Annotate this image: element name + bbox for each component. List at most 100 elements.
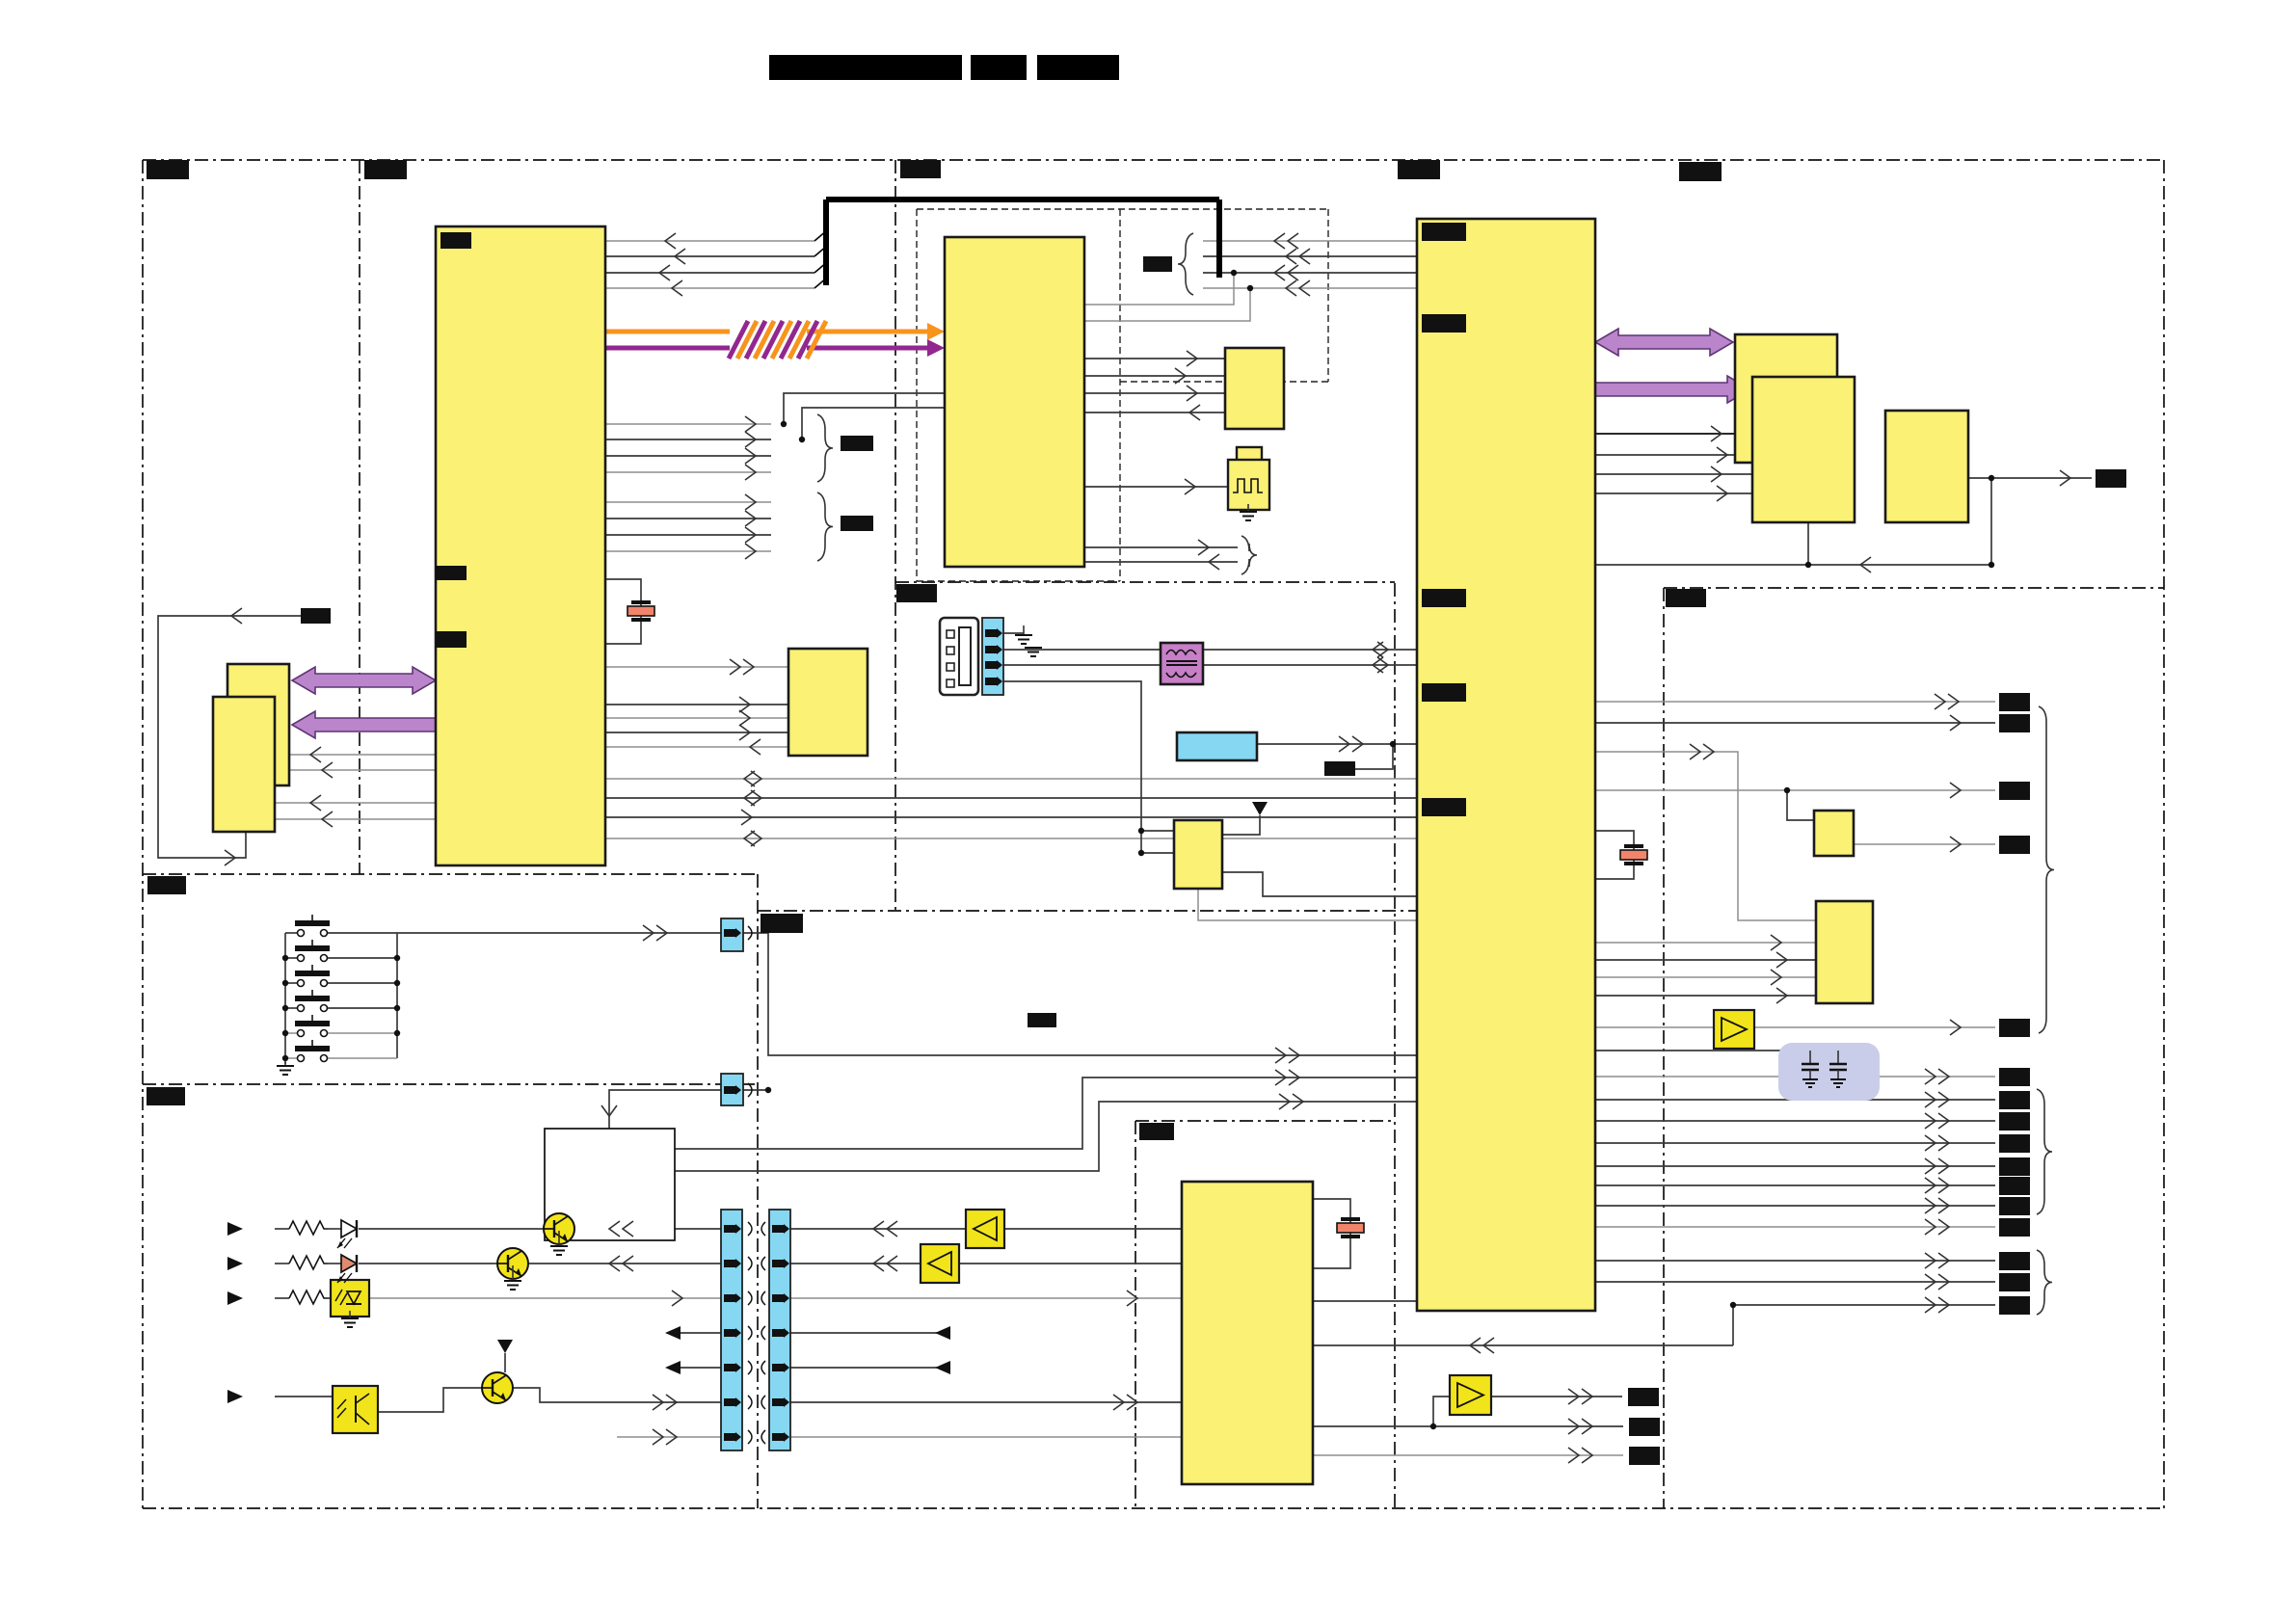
connector-pin bbox=[724, 1364, 735, 1371]
chevron-right bbox=[1581, 1447, 1594, 1464]
cap-group bbox=[1778, 1043, 1880, 1101]
chevron-right bbox=[1937, 1068, 1951, 1085]
ir-transistor-lead bbox=[355, 1412, 370, 1425]
chevron-right bbox=[1567, 1447, 1581, 1464]
redacted-label bbox=[1999, 1218, 2030, 1237]
switch-bar bbox=[295, 996, 330, 1001]
redacted-label bbox=[1999, 1157, 2030, 1176]
junction-dot bbox=[393, 1029, 401, 1037]
light-ray-icon bbox=[339, 1292, 348, 1306]
chevron-right bbox=[652, 1428, 665, 1446]
wire bbox=[675, 1101, 1417, 1172]
wire bbox=[743, 932, 1417, 1056]
sub-block-g bbox=[1814, 899, 1875, 1005]
resistor bbox=[288, 1289, 328, 1306]
chevron-right bbox=[1376, 641, 1390, 658]
junction-dot bbox=[1230, 269, 1238, 277]
arrow-terminal bbox=[227, 1291, 243, 1305]
chevron-right bbox=[655, 924, 669, 942]
chevron-left bbox=[1284, 248, 1297, 265]
usb-pin bbox=[985, 646, 997, 653]
chevron-right bbox=[738, 709, 752, 727]
chevron-right bbox=[665, 1428, 679, 1446]
wire bbox=[513, 1387, 721, 1403]
crystal-body bbox=[627, 605, 655, 617]
buffer-led-2-triangle-icon bbox=[925, 1250, 952, 1277]
chevron-right bbox=[1689, 743, 1702, 760]
chevron-right bbox=[652, 1394, 665, 1411]
driver-bottom-triangle-icon bbox=[1456, 1381, 1486, 1409]
redacted-label bbox=[301, 608, 331, 624]
arrow-terminal bbox=[227, 1390, 243, 1403]
bus-hatch bbox=[778, 319, 803, 360]
junction-dot bbox=[1804, 561, 1812, 569]
arrow-terminal bbox=[665, 1326, 681, 1340]
transistor-emitter-arrow bbox=[500, 1393, 506, 1400]
chevron-left bbox=[1297, 279, 1311, 297]
transistor-collector bbox=[507, 1250, 522, 1261]
chevron-right bbox=[1710, 425, 1723, 442]
redacted-label bbox=[1999, 1112, 2030, 1131]
usb-contact bbox=[946, 629, 955, 639]
chevron-right bbox=[1775, 987, 1789, 1004]
chevron-right bbox=[1174, 367, 1188, 385]
brace bbox=[2038, 705, 2055, 1034]
resistor bbox=[288, 1219, 328, 1237]
chevron-right bbox=[1278, 1093, 1292, 1110]
chevron-left bbox=[1482, 1337, 1495, 1354]
mating-mark bbox=[747, 1429, 753, 1445]
photodiode-icon bbox=[345, 1290, 362, 1306]
chevron-right bbox=[744, 415, 758, 433]
redacted-label bbox=[1422, 314, 1466, 333]
bus-arrowhead bbox=[927, 339, 945, 357]
antenna-icon bbox=[497, 1340, 513, 1353]
switch-contact bbox=[296, 928, 306, 938]
chevron-right bbox=[1186, 350, 1199, 367]
connector-pin-tip bbox=[735, 1363, 741, 1372]
switch-bar bbox=[295, 920, 330, 926]
switch-bar bbox=[295, 1046, 330, 1051]
chevron-right bbox=[1924, 1197, 1937, 1214]
connector-pin bbox=[724, 929, 735, 937]
connector-pin-tip bbox=[784, 1328, 789, 1338]
mating-mark bbox=[747, 1082, 753, 1098]
redacted-label bbox=[1999, 693, 2030, 711]
redacted-label bbox=[1628, 1388, 1659, 1406]
mating-mark bbox=[747, 1256, 753, 1271]
redacted-label bbox=[1999, 1177, 2030, 1195]
chevron-right bbox=[744, 543, 758, 560]
chevron-right bbox=[750, 830, 763, 847]
connector-pin bbox=[772, 1225, 784, 1233]
transistor-collector bbox=[553, 1215, 569, 1226]
fat-bus-arrow bbox=[1593, 327, 1735, 358]
redacted-label bbox=[1679, 162, 1722, 181]
chevron-right bbox=[224, 849, 237, 866]
chevron-left bbox=[1272, 264, 1286, 281]
arrow-terminal bbox=[665, 1361, 681, 1374]
chevron-right bbox=[1937, 1134, 1951, 1152]
rf-module bbox=[1172, 818, 1224, 891]
connector-pin-tip bbox=[735, 928, 741, 938]
chevron-left bbox=[1188, 404, 1201, 421]
title-redacted-bar bbox=[971, 55, 1027, 80]
chevron-left bbox=[885, 1220, 898, 1237]
chevron-right bbox=[1924, 1157, 1937, 1175]
brace bbox=[816, 492, 834, 562]
wire bbox=[801, 407, 945, 439]
chevron-left bbox=[308, 746, 322, 763]
arrow-terminal bbox=[935, 1326, 950, 1340]
wire bbox=[378, 1387, 482, 1413]
chevron-right bbox=[1581, 1418, 1594, 1435]
chevron-right bbox=[1338, 735, 1351, 753]
driver-right-1-triangle-icon bbox=[1721, 1016, 1749, 1043]
chevron-left bbox=[308, 794, 322, 812]
wire bbox=[1084, 288, 1251, 322]
chevron-right bbox=[1288, 1047, 1301, 1064]
mating-mark bbox=[761, 1290, 766, 1306]
usb-tongue bbox=[958, 626, 972, 686]
chevron-right bbox=[744, 510, 758, 527]
switch-contact bbox=[296, 978, 306, 988]
connector-pin-tip bbox=[784, 1363, 789, 1372]
chevron-left bbox=[621, 1255, 634, 1272]
chevron-right bbox=[1770, 934, 1783, 951]
